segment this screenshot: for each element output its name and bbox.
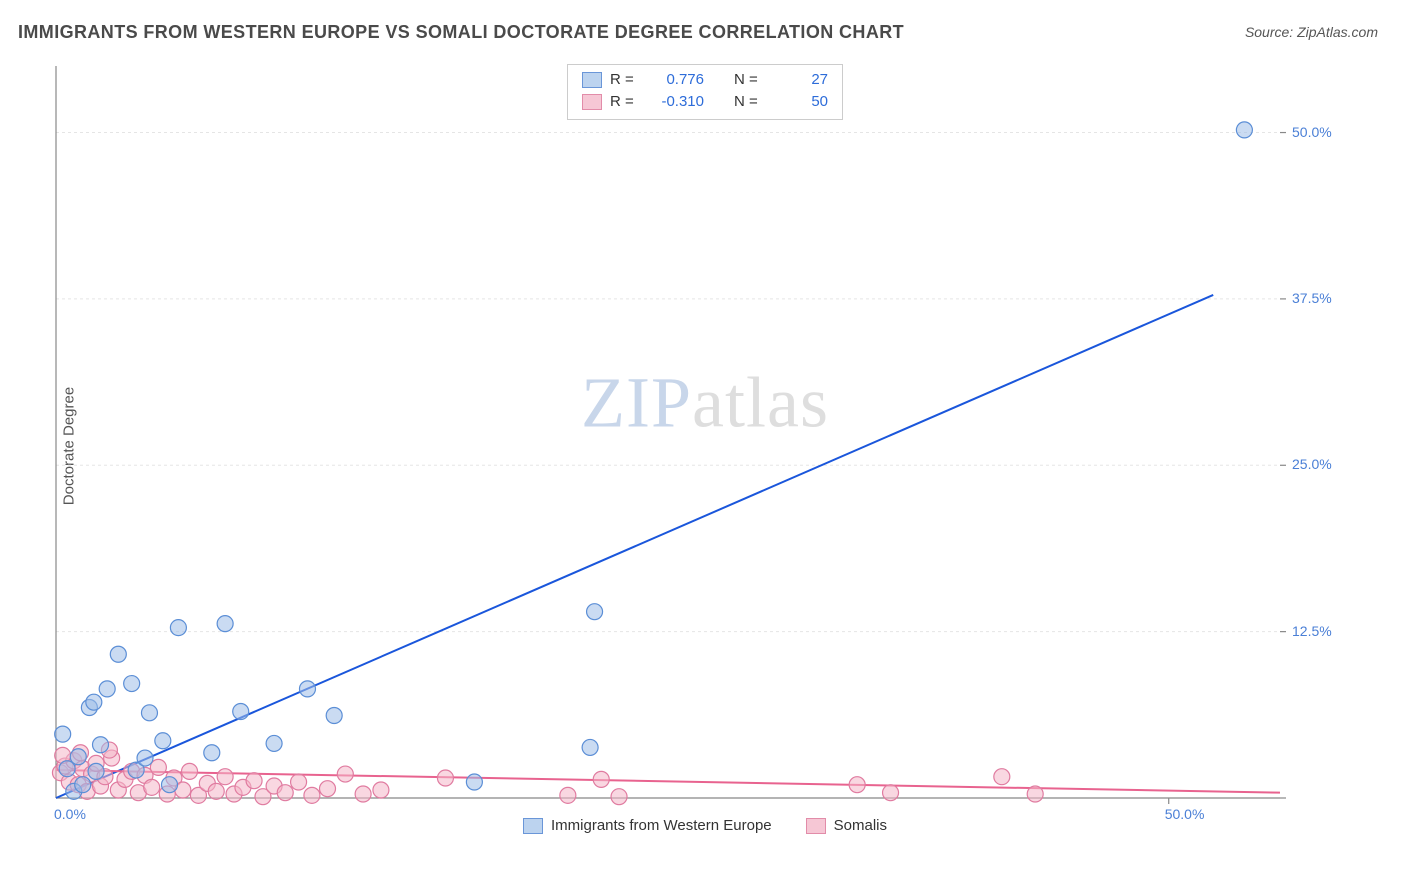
legend-item-pink: Somalis xyxy=(806,817,887,834)
n-value-blue: 27 xyxy=(776,69,828,91)
x-tick-label-end: 50.0% xyxy=(1165,806,1205,822)
y-tick-label: 12.5% xyxy=(1292,623,1332,639)
r-value-pink: -0.310 xyxy=(652,91,704,113)
n-value-pink: 50 xyxy=(776,91,828,113)
legend-row-pink: R = -0.310 N = 50 xyxy=(582,91,828,113)
r-value-blue: 0.776 xyxy=(652,69,704,91)
series-legend: Immigrants from Western Europe Somalis xyxy=(523,817,887,834)
chart-svg xyxy=(50,60,1360,840)
legend-label-blue: Immigrants from Western Europe xyxy=(551,817,772,834)
source-name: ZipAtlas.com xyxy=(1297,24,1378,40)
swatch-pink xyxy=(582,94,602,110)
n-label: N = xyxy=(734,69,768,91)
chart-title: IMMIGRANTS FROM WESTERN EUROPE VS SOMALI… xyxy=(18,22,904,43)
y-tick-label: 25.0% xyxy=(1292,456,1332,472)
swatch-blue xyxy=(523,818,543,834)
y-tick-label: 0.0% xyxy=(54,806,86,822)
source-label: Source: xyxy=(1245,24,1293,40)
r-label: R = xyxy=(610,69,644,91)
source-attribution: Source: ZipAtlas.com xyxy=(1245,24,1378,40)
r-label: R = xyxy=(610,91,644,113)
legend-label-pink: Somalis xyxy=(834,817,887,834)
legend-item-blue: Immigrants from Western Europe xyxy=(523,817,772,834)
y-tick-label: 50.0% xyxy=(1292,124,1332,140)
swatch-blue xyxy=(582,72,602,88)
correlation-legend: R = 0.776 N = 27 R = -0.310 N = 50 xyxy=(567,64,843,120)
plot-area: ZIPatlas R = 0.776 N = 27 R = -0.310 N =… xyxy=(50,60,1360,840)
legend-row-blue: R = 0.776 N = 27 xyxy=(582,69,828,91)
y-tick-label: 37.5% xyxy=(1292,290,1332,306)
swatch-pink xyxy=(806,818,826,834)
n-label: N = xyxy=(734,91,768,113)
